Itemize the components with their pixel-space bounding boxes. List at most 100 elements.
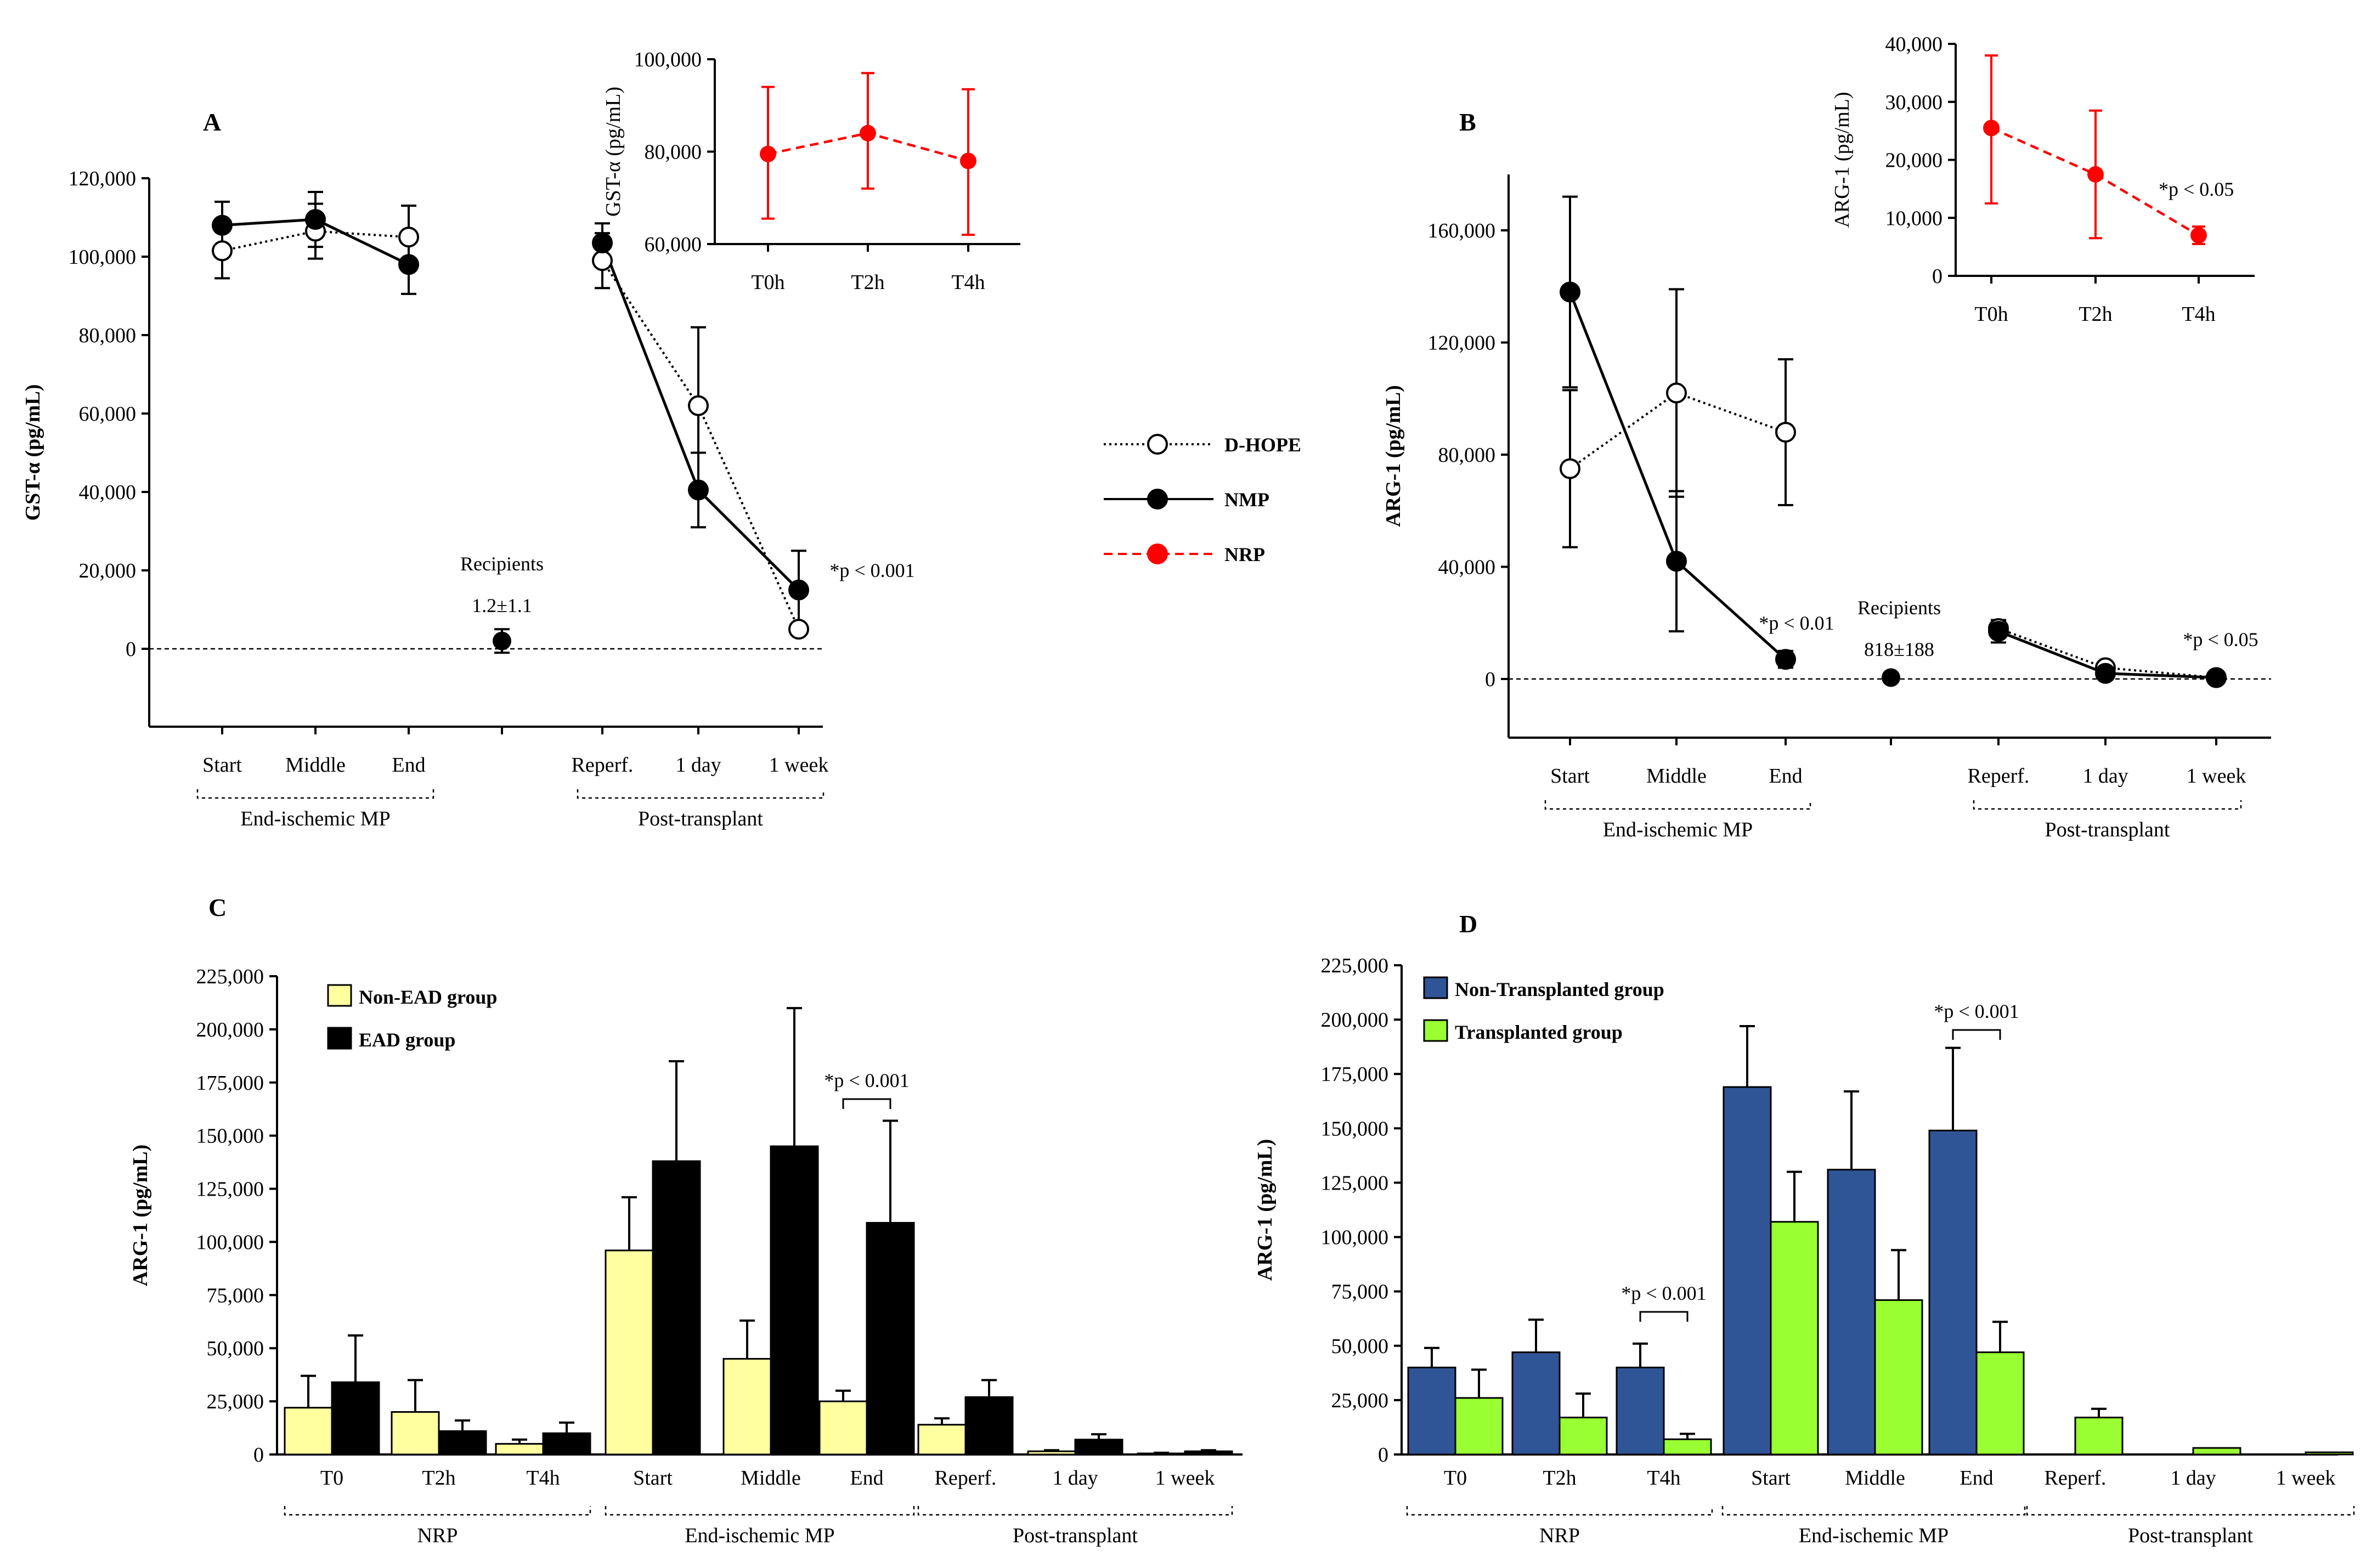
a-y-axis-label: GST-α (pg/mL) — [21, 384, 44, 521]
a-y-tick-label: 40,000 — [79, 481, 137, 504]
legend-marker-nrp — [1147, 544, 1168, 564]
d-x-tick-label: End — [1960, 1467, 1993, 1490]
d-y-tick-label: 200,000 — [1321, 1009, 1389, 1032]
a-inset-x-tick-label: T2h — [851, 271, 884, 294]
d-bar-non-transplanted-group — [1407, 1366, 1456, 1456]
a-inset-y-axis-label: GST-α (pg/mL) — [602, 87, 625, 217]
a-y-tick-label: 80,000 — [79, 324, 137, 347]
a-x-tick-label: End — [392, 754, 425, 777]
d-y-tick-label: 100,000 — [1321, 1226, 1389, 1249]
d-bar-transplanted-group — [2305, 1451, 2354, 1456]
b-group-label: End-ischemic MP — [1603, 818, 1753, 841]
panel-b: B 0 40,000 80,000 120,000 160,000 ARG-1 (pg/m… — [1382, 108, 2271, 841]
d-y-tick-label: 150,000 — [1321, 1117, 1389, 1140]
a-point-d-hope — [398, 227, 419, 248]
c-bar-non-ead-group — [391, 1411, 440, 1456]
b-y-tick-label: 80,000 — [1438, 444, 1496, 467]
a-point-d-hope — [592, 250, 613, 271]
a-point-nmp — [592, 232, 613, 253]
d-p-value-annotation: *p < 0.001 — [1934, 1000, 2019, 1022]
a-group-label: End-ischemic MP — [240, 807, 390, 830]
d-x-tick-label: T0 — [1444, 1467, 1467, 1490]
c-significance-bracket — [842, 1098, 891, 1109]
a-y-tick-label: 60,000 — [79, 403, 137, 426]
a-group-bracket — [577, 789, 825, 799]
d-group-bracket — [1721, 1506, 2026, 1516]
a-recipients-value: 1.2±1.1 — [472, 595, 532, 616]
a-inset-point-nrp — [960, 152, 976, 169]
c-group-label: NRP — [417, 1524, 458, 1547]
d-x-tick-label: Start — [1751, 1467, 1791, 1490]
b-series-line-nmp — [1568, 291, 1787, 661]
a-y-tick-label: 100,000 — [69, 246, 137, 269]
d-bar-transplanted-group — [1663, 1438, 1712, 1456]
a-y-tick-label: 120,000 — [69, 167, 137, 190]
panel-a: A 0 20,000 40,000 60,000 80,000 100,000 120,00… — [21, 108, 915, 830]
d-x-tick-label: 1 day — [2170, 1467, 2216, 1490]
legend-marker-nmp — [1147, 489, 1168, 510]
d-y-tick-label: 50,000 — [1331, 1335, 1389, 1358]
c-y-tick-label: 225,000 — [196, 965, 264, 988]
d-bar-transplanted-group — [1558, 1417, 1608, 1456]
c-bar-non-ead-group — [917, 1424, 967, 1456]
d-group-bracket — [2026, 1506, 2355, 1516]
c-bar-non-ead-group — [284, 1407, 333, 1456]
d-y-tick-label: 175,000 — [1321, 1063, 1389, 1086]
b-inset-point-nrp — [2190, 227, 2207, 244]
d-y-tick-label: 25,000 — [1331, 1389, 1389, 1412]
a-point-d-hope — [688, 395, 709, 416]
c-bar-ead-group — [770, 1145, 819, 1456]
c-legend-label: EAD group — [359, 1029, 455, 1051]
b-inset-y-tick-label: 0 — [1932, 265, 1943, 288]
b-y-tick-label: 120,000 — [1428, 332, 1496, 355]
a-point-d-hope — [788, 619, 809, 640]
a-inset-y-tick-label: 100,000 — [634, 48, 702, 71]
d-bar-transplanted-group — [1874, 1299, 1923, 1456]
d-p-value-annotation: *p < 0.001 — [1621, 1282, 1706, 1304]
d-bar-transplanted-group — [1454, 1397, 1504, 1456]
a-x-tick-label: Start — [202, 754, 242, 777]
a-recipients-point — [493, 631, 511, 650]
c-bar-ead-group — [1184, 1450, 1233, 1456]
b-p-value-annotation: *p < 0.05 — [2183, 629, 2258, 650]
c-bar-ead-group — [964, 1396, 1014, 1456]
c-x-tick-label: 1 week — [1155, 1467, 1215, 1490]
b-x-tick-label: Middle — [1646, 765, 1707, 788]
a-inset-y-tick-label: 80,000 — [645, 141, 702, 164]
b-inset-x-tick-label: T2h — [2079, 303, 2112, 326]
a-group-bracket — [196, 789, 434, 799]
b-point-nmp — [1560, 281, 1580, 303]
b-inset-x-tick-label: T4h — [2182, 303, 2215, 326]
c-y-axis-label: ARG-1 (pg/mL) — [129, 1145, 152, 1287]
b-y-tick-label: 0 — [1485, 668, 1495, 691]
d-y-tick-label: 0 — [1378, 1444, 1388, 1467]
a-inset-x-tick-label: T4h — [951, 271, 985, 294]
a-y-tick-label: 20,000 — [79, 559, 137, 582]
d-bar-non-transplanted-group — [1723, 1086, 1772, 1456]
a-p-value-annotation: *p < 0.001 — [829, 559, 914, 581]
b-inset-y-tick-label: 40,000 — [1885, 33, 1943, 56]
d-significance-bracket — [1952, 1029, 2001, 1040]
legend-label-d-hope: D-HOPE — [1224, 434, 1301, 456]
b-recipients-point — [1882, 668, 1900, 687]
a-y-tick-label: 0 — [126, 638, 136, 661]
b-group-bracket — [1973, 800, 2242, 810]
b-point-d-hope — [1560, 458, 1580, 479]
a-inset-point-nrp — [760, 145, 776, 162]
c-y-tick-label: 50,000 — [207, 1337, 264, 1360]
panel-b-inset: 0 10,000 20,000 30,000 40,000 ARG-1 (pg/mL) T0… — [1831, 33, 2255, 326]
b-inset-x-tick-label: T0h — [1974, 303, 2008, 326]
b-series-line-d-hope — [1569, 392, 1786, 470]
d-bar-non-transplanted-group — [1928, 1129, 1978, 1456]
c-legend-swatch — [327, 1027, 352, 1050]
c-bar-non-ead-group — [1137, 1452, 1186, 1456]
b-group-label: Post-transplant — [2045, 818, 2170, 841]
a-point-nmp — [305, 209, 326, 230]
b-point-nmp — [1988, 621, 2009, 642]
b-series-line-d-hope — [1998, 627, 2217, 679]
c-x-tick-label: 1 day — [1052, 1467, 1098, 1490]
b-point-nmp — [1666, 551, 1687, 572]
c-bar-ead-group — [866, 1222, 915, 1456]
panel-d: D 0 25,000 50,000 75,000 100,000 125,000 150,0… — [1253, 910, 2355, 1547]
panel-a-inset: 60,000 80,000 100,000 GST-α (pg/mL) T0h T2h T4… — [602, 48, 1020, 294]
